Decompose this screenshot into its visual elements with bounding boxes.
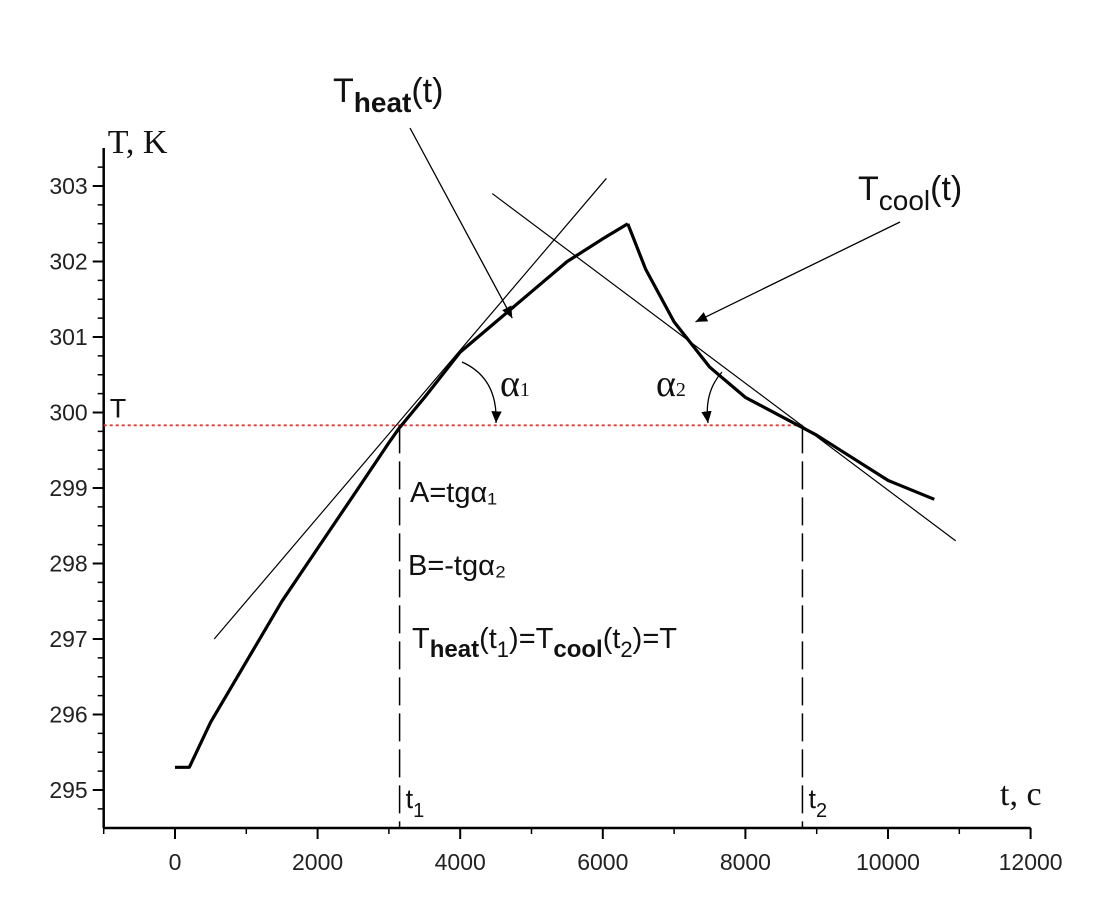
formula-c-part: T xyxy=(412,623,430,655)
cool-label-main: T xyxy=(858,170,879,208)
y-tick-label: 302 xyxy=(49,249,87,275)
heat-curve-label: Theat(t) xyxy=(333,72,443,118)
y-axis-label: T, K xyxy=(108,124,168,161)
heating-curve xyxy=(175,222,629,769)
marker-label-subscript: 2 xyxy=(816,800,827,822)
formula-c-sub: cool xyxy=(553,636,602,663)
formula-c-sub: 1 xyxy=(497,637,509,662)
x-tick-label: 10000 xyxy=(856,849,920,875)
formula-b: B=-tgα₂ xyxy=(408,550,506,582)
tangent-line-2 xyxy=(491,193,957,542)
tangent-line-1 xyxy=(213,178,607,640)
formula-c-part: (t xyxy=(603,623,621,655)
marker-label-main: t xyxy=(808,784,816,814)
cool-label-tail: (t) xyxy=(930,170,962,208)
x-tick-label: 0 xyxy=(169,849,182,875)
heat-label-tail: (t) xyxy=(411,72,443,110)
y-tick-label: 299 xyxy=(49,475,87,501)
alpha1-arc xyxy=(461,361,502,424)
x-tick-label: 2000 xyxy=(292,849,343,875)
alpha2-label: α2 xyxy=(656,363,686,405)
x-tick-label: 4000 xyxy=(435,849,486,875)
formula-c-sub: 2 xyxy=(620,637,632,662)
heat-label-main: T xyxy=(333,72,354,110)
curves-group xyxy=(175,222,935,769)
heat-label-sub: heat xyxy=(354,87,412,118)
alpha1-label: α1 xyxy=(500,363,530,405)
y-tick-label: 295 xyxy=(49,777,87,803)
formula-c-sub: heat xyxy=(430,636,479,663)
cool-label-arrow xyxy=(695,221,901,323)
y-tick-label: 303 xyxy=(49,173,87,199)
reference-line-label: T xyxy=(110,393,127,423)
formula-c-part: )=T xyxy=(633,623,678,655)
alpha2-arc xyxy=(701,371,723,424)
heat-label-arrow xyxy=(409,127,513,319)
marker-label-t1: t1 xyxy=(406,784,425,822)
marker-label-t2: t2 xyxy=(808,784,827,822)
y-tick-label: 298 xyxy=(49,551,87,577)
formula-c-part: (t xyxy=(479,623,497,655)
tangents-group xyxy=(213,178,957,640)
y-tick-label: 300 xyxy=(49,400,87,426)
formula-a: A=tgα₁ xyxy=(410,477,497,509)
y-tick-label: 297 xyxy=(49,626,87,652)
y-tick-label: 301 xyxy=(49,324,87,350)
x-axis-label: t, c xyxy=(1000,776,1042,813)
axes: 0 2000 4000 6000 8000 10000 12000 295 296 297 298 2… xyxy=(49,124,1062,875)
cool-curve-label: Tcool(t) xyxy=(858,170,962,216)
cool-label-sub: cool xyxy=(879,185,930,216)
x-tick-label: 6000 xyxy=(577,849,628,875)
labels-group: Theat(t)Tcool(t)α1 α2A=tgα₁B=-tgα₂Theat(t… xyxy=(333,72,962,663)
alpha2-main: α xyxy=(656,363,676,405)
formula-c: Theat(t1)=Tcool(t2)=T xyxy=(412,623,677,663)
y-tick-label: 296 xyxy=(49,702,87,728)
alpha1-main: α xyxy=(500,363,520,405)
alpha1-sub: 1 xyxy=(520,379,530,401)
formula-c-part: )=T xyxy=(509,623,554,655)
arrows-group xyxy=(409,127,901,424)
cooling-curve xyxy=(626,223,935,501)
x-tick-label: 12000 xyxy=(999,849,1063,875)
marker-label-subscript: 1 xyxy=(413,800,424,822)
marker-label-main: t xyxy=(406,784,414,814)
alpha2-sub: 2 xyxy=(676,379,686,401)
reference-group: Tt1 t2 xyxy=(103,393,827,828)
x-tick-label: 8000 xyxy=(720,849,771,875)
